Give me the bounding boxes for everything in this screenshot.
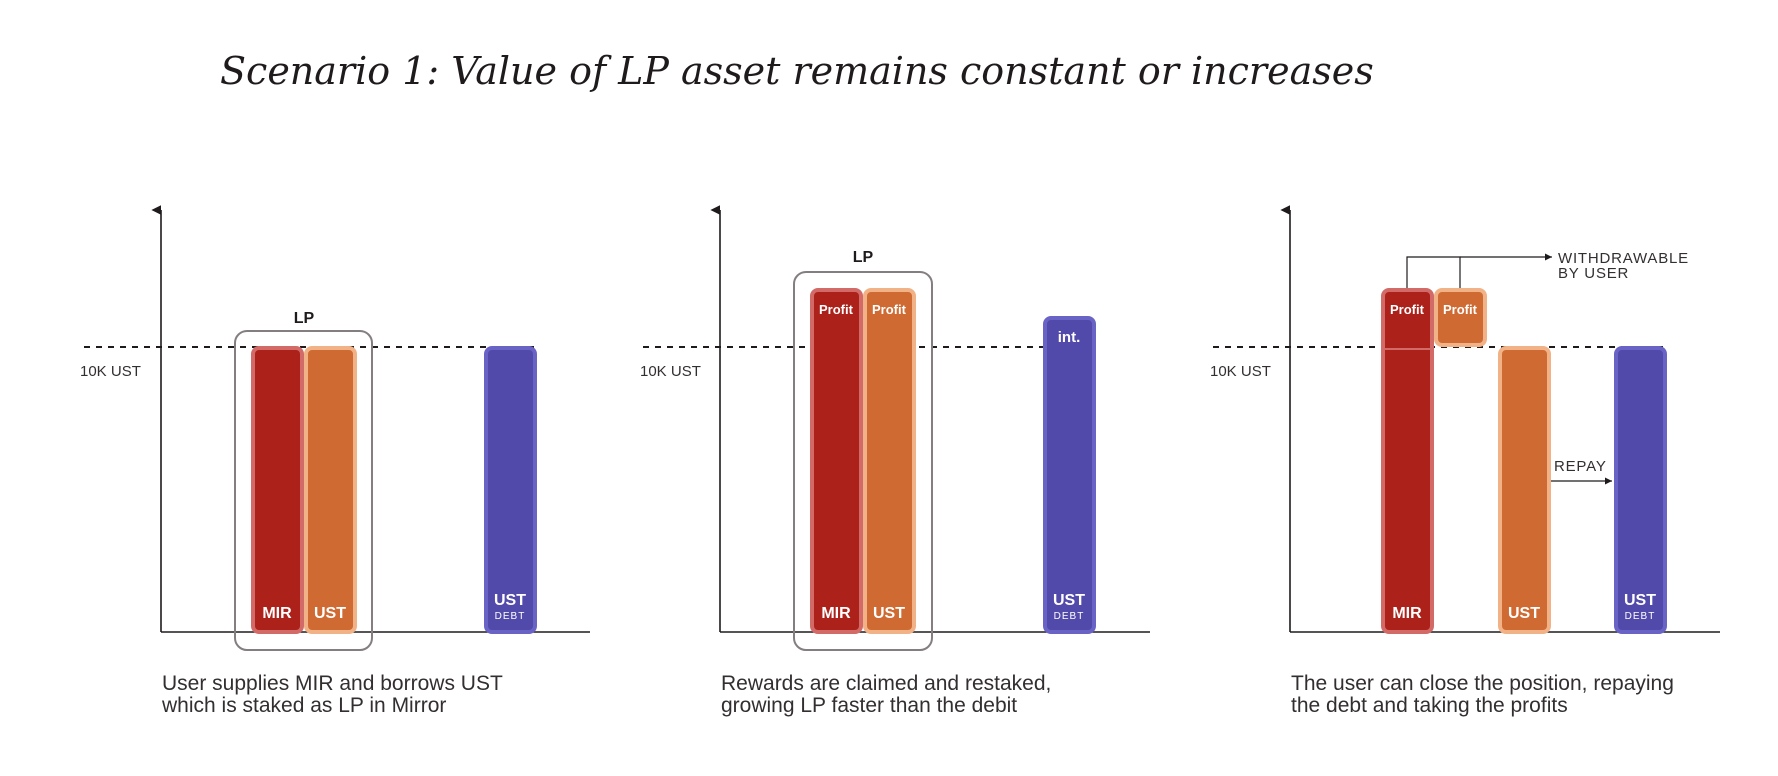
debt-bar-sublabel: DEBT [1054,611,1085,622]
withdraw-label-line-1: WITHDRAWABLE [1558,250,1689,267]
caption-line-1: The user can close the position, repayin… [1291,672,1674,695]
panel-2: 10K UST LP Profit Profit int. MIR UST US… [640,205,1150,717]
mir-profit-label: Profit [1390,302,1425,317]
caption-line-2: the debt and taking the profits [1291,694,1568,717]
mir-profit-label: Profit [819,302,854,317]
debt-bar-label: UST [1624,592,1656,609]
withdraw-bracket [1406,256,1461,288]
ust-debt-bar [484,346,537,634]
ust-debt-bar [1614,346,1667,634]
ust-bar-label: UST [1508,605,1540,622]
lp-bracket [793,271,933,651]
interest-label: int. [1058,329,1081,346]
ust-bar [863,288,916,634]
mir-bar [1381,288,1434,634]
lp-label: LP [853,249,874,266]
caption-line-1: Rewards are claimed and restaked, [721,672,1051,695]
debt-bar-sublabel: DEBT [495,611,526,622]
caption-line-1: User supplies MIR and borrows UST [162,672,503,695]
threshold-label: 10K UST [80,363,141,380]
ust-bar [304,346,357,634]
caption-line-2: which is staked as LP in Mirror [161,694,446,717]
threshold-label: 10K UST [1210,363,1271,380]
mir-bar [810,288,863,634]
panel-1: 10K UST LP MIR UST UST DEBT User supplie… [80,205,590,717]
debt-bar-label: UST [494,592,526,609]
ust-bar-label: UST [873,605,905,622]
panel-3: 10K UST Profit Profit WITHDRAWABLE BY US… [1210,205,1720,717]
mir-bar [251,346,304,634]
lp-bracket [234,330,373,651]
mir-bar-label: MIR [821,605,851,622]
mir-bar-label: MIR [262,605,292,622]
ust-profit-bar [1434,288,1487,347]
caption-line-2: growing LP faster than the debit [721,694,1017,717]
ust-profit-label: Profit [1443,302,1478,317]
mir-bar-label: MIR [1392,605,1422,622]
debt-bar-sublabel: DEBT [1625,611,1656,622]
withdraw-label-line-2: BY USER [1558,265,1629,282]
ust-bar [1498,346,1551,634]
repay-label: REPAY [1554,458,1607,475]
diagram-title: Scenario 1: Value of LP asset remains co… [220,49,1374,93]
lp-label: LP [294,310,315,327]
debt-bar-label: UST [1053,592,1085,609]
threshold-label: 10K UST [640,363,701,380]
ust-debt-bar [1043,316,1096,634]
ust-bar-label: UST [314,605,346,622]
ust-profit-label: Profit [872,302,907,317]
